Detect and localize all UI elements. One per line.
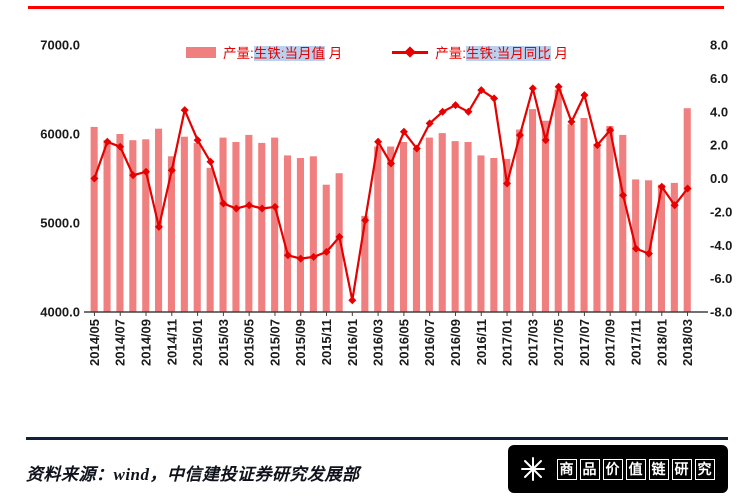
brand-name: 商品价值链研究 — [555, 458, 716, 480]
svg-text:-4.0: -4.0 — [710, 238, 732, 253]
svg-text:8.0: 8.0 — [710, 38, 728, 53]
svg-text:2018/03: 2018/03 — [680, 319, 695, 366]
svg-text:2017/07: 2017/07 — [577, 319, 592, 366]
line-series-swatch — [392, 46, 429, 58]
brand-name-char: 价 — [602, 458, 623, 480]
svg-text:5000.0: 5000.0 — [40, 216, 80, 231]
svg-text:2018/01: 2018/01 — [654, 319, 669, 366]
svg-text:-8.0: -8.0 — [710, 305, 732, 320]
svg-text:2017/05: 2017/05 — [551, 319, 566, 366]
svg-text:4.0: 4.0 — [710, 104, 728, 119]
svg-text:2015/11: 2015/11 — [319, 319, 334, 365]
footer-divider — [26, 437, 728, 440]
svg-text:2017/09: 2017/09 — [603, 319, 618, 366]
svg-text:2014/07: 2014/07 — [113, 319, 128, 366]
top-divider — [28, 6, 724, 9]
legend-item-line: 产量:生铁:当月同比 月 — [392, 42, 568, 62]
footer: 资料来源：wind，中信建投证券研究发展部 商品价值链研究 — [26, 444, 728, 494]
svg-text:0.0: 0.0 — [710, 171, 728, 186]
brand-name-char: 究 — [694, 458, 715, 480]
legend-label-bar: 产量:生铁:当月值 月 — [222, 46, 343, 61]
svg-text:2.0: 2.0 — [710, 138, 728, 153]
svg-text:4000.0: 4000.0 — [40, 305, 80, 320]
brand-name-char: 品 — [579, 458, 600, 480]
svg-text:2014/09: 2014/09 — [139, 319, 154, 366]
brand-name-char: 研 — [671, 458, 692, 480]
legend-label-line: 产量:生铁:当月同比 月 — [435, 46, 569, 61]
svg-text:-6.0: -6.0 — [710, 271, 732, 286]
source-text: 资料来源：wind，中信建投证券研究发展部 — [26, 464, 360, 484]
starburst-icon — [520, 456, 546, 482]
brand-name-char: 链 — [648, 458, 669, 480]
svg-text:-2.0: -2.0 — [710, 204, 732, 219]
svg-text:2015/03: 2015/03 — [216, 319, 231, 366]
svg-text:2014/11: 2014/11 — [164, 319, 179, 365]
svg-text:2015/09: 2015/09 — [293, 319, 308, 366]
svg-text:6000.0: 6000.0 — [40, 127, 80, 142]
svg-text:2016/09: 2016/09 — [448, 319, 463, 366]
brand-badge: 商品价值链研究 — [508, 445, 728, 493]
svg-text:2017/03: 2017/03 — [525, 319, 540, 366]
chart-legend: 产量:生铁:当月值 月 产量:生铁:当月同比 月 — [0, 42, 754, 62]
chart-canvas: 2014/05 2014/07 2014/09 2014/11 2015/01 2015/… — [40, 38, 732, 367]
brand-name-char: 值 — [625, 458, 646, 480]
svg-text:2016/05: 2016/05 — [396, 319, 411, 366]
bar-series-swatch — [185, 46, 216, 58]
svg-text:7000.0: 7000.0 — [40, 38, 80, 53]
legend-item-bar: 产量:生铁:当月值 月 — [185, 42, 343, 62]
svg-text:2015/07: 2015/07 — [268, 319, 283, 366]
svg-text:2017/11: 2017/11 — [629, 319, 644, 365]
svg-text:2015/05: 2015/05 — [242, 319, 257, 366]
svg-text:2014/05: 2014/05 — [87, 319, 102, 366]
brand-name-char: 商 — [556, 458, 577, 480]
svg-text:2016/01: 2016/01 — [345, 319, 360, 366]
svg-text:2016/11: 2016/11 — [474, 319, 489, 365]
svg-text:6.0: 6.0 — [710, 71, 728, 86]
svg-text:2015/01: 2015/01 — [190, 319, 205, 366]
svg-text:2016/03: 2016/03 — [371, 319, 386, 366]
svg-text:2016/07: 2016/07 — [422, 319, 437, 366]
svg-text:2017/01: 2017/01 — [500, 319, 515, 366]
pig-iron-output-chart: 产量:生铁:当月值 月 产量:生铁:当月同比 月 2014/05 2014/07 2… — [0, 12, 754, 424]
